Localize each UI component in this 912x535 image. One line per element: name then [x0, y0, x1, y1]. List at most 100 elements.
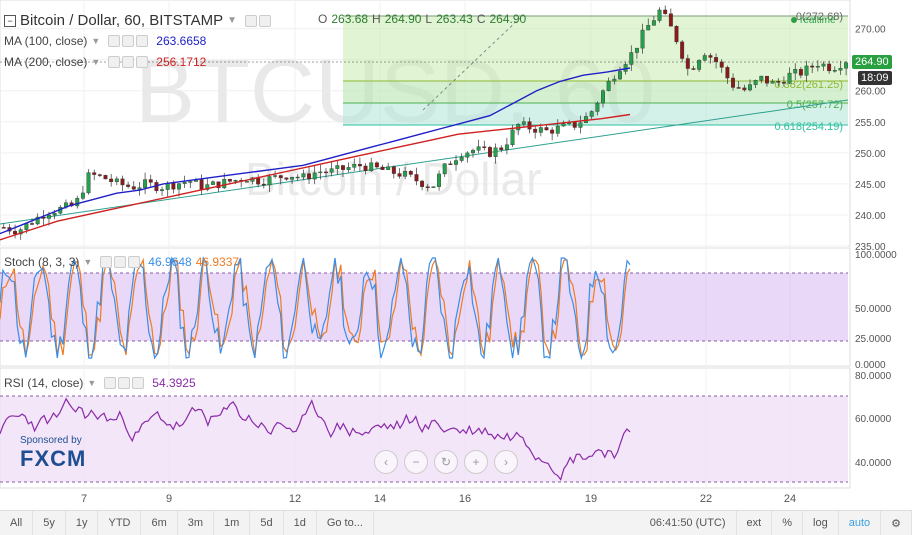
range-button-1y[interactable]: 1y	[66, 511, 99, 535]
sponsor-brand: FXCM	[20, 446, 87, 471]
ma100-label: MA (100, close)	[4, 34, 88, 48]
candle-body	[787, 72, 792, 84]
stoch-close-icon[interactable]	[128, 256, 141, 268]
candle-body	[357, 163, 362, 167]
candle-body	[844, 62, 849, 69]
settings-gear-icon[interactable]: ⚙	[881, 511, 912, 535]
time-tick: 16	[459, 493, 471, 505]
ma200-close-icon[interactable]	[136, 56, 149, 68]
candle-body	[380, 166, 385, 170]
candle-body	[35, 216, 40, 225]
reset-icon[interactable]: ↻	[434, 450, 458, 474]
ma200-chevron-icon[interactable]: ▼	[91, 57, 101, 67]
candle-body	[256, 177, 261, 185]
time-axis[interactable]: 7 9 12 14 16 19 22 24	[81, 493, 796, 505]
collapse-icon[interactable]: −	[4, 14, 16, 27]
candle-body	[126, 184, 131, 187]
candle-body	[781, 82, 786, 84]
stoch-tick: 25.0000	[855, 334, 892, 345]
log-button[interactable]: log	[803, 511, 839, 535]
ma200-label: MA (200, close)	[4, 55, 88, 69]
candle-body	[770, 81, 775, 84]
rsi-chevron-icon[interactable]: ▼	[87, 378, 97, 388]
candle-body	[301, 173, 306, 178]
range-button-1d[interactable]: 1d	[284, 511, 317, 535]
candle-body	[810, 65, 815, 68]
scroll-left-icon[interactable]: ‹	[374, 450, 398, 474]
candle-body	[103, 175, 108, 180]
candle-body	[793, 69, 798, 74]
candle-body	[227, 179, 232, 182]
range-button-ytd[interactable]: YTD	[98, 511, 142, 535]
candle-body	[538, 127, 543, 133]
rsi-settings-icon[interactable]	[104, 377, 117, 389]
stoch-hide-icon[interactable]	[114, 256, 127, 268]
fib-zone-382	[343, 81, 848, 103]
candle-body	[171, 182, 176, 190]
auto-button[interactable]: auto	[839, 511, 882, 535]
clock: 06:41:50 (UTC)	[640, 511, 737, 535]
ma200-settings-icon[interactable]	[108, 56, 121, 68]
stoch-label: Stoch (8, 3, 3)	[4, 255, 80, 269]
rsi-close-icon[interactable]	[132, 377, 145, 389]
ma200-hide-icon[interactable]	[122, 56, 135, 68]
rsi-value: 54.3925	[152, 376, 196, 390]
candle-body	[606, 80, 611, 91]
candle-body	[465, 152, 470, 158]
zoom-in-icon[interactable]: +	[464, 450, 488, 474]
scroll-right-icon[interactable]: ›	[494, 450, 518, 474]
range-button-5d[interactable]: 5d	[250, 511, 284, 535]
candle-body	[759, 75, 764, 81]
rsi-hide-icon[interactable]	[118, 377, 131, 389]
ma100-close-icon[interactable]	[136, 35, 149, 47]
candle-body	[527, 121, 532, 130]
candle-body	[510, 129, 515, 145]
stoch-settings-icon[interactable]	[100, 256, 113, 268]
candle-body	[442, 163, 447, 175]
ma100-settings-icon[interactable]	[108, 35, 121, 47]
candle-body	[748, 84, 752, 91]
hide-icon[interactable]	[259, 14, 272, 27]
chart-nav-buttons[interactable]: ‹ − ↻ + ›	[374, 450, 518, 474]
sponsor-logo[interactable]: Sponsored by FXCM	[20, 435, 86, 472]
candle-body	[838, 67, 843, 71]
time-tick: 7	[81, 493, 87, 505]
candle-body	[324, 171, 328, 174]
stoch-chevron-icon[interactable]: ▼	[83, 257, 93, 267]
candle-body	[521, 121, 526, 125]
realtime-dot	[791, 17, 797, 23]
candle-body	[708, 55, 713, 58]
candle-body	[691, 68, 696, 70]
range-button-all[interactable]: All	[0, 511, 34, 535]
range-button-1m[interactable]: 1m	[214, 511, 251, 535]
candle-body	[827, 63, 832, 72]
candle-body	[561, 123, 566, 127]
range-button-3m[interactable]: 3m	[178, 511, 215, 535]
candle-body	[199, 179, 204, 190]
symbol-legend[interactable]: − Bitcoin / Dollar, 60, BITSTAMP ▼	[4, 12, 275, 29]
realtime-label: realtime	[800, 15, 836, 26]
range-button-5y[interactable]: 5y	[33, 511, 66, 535]
range-button-6m[interactable]: 6m	[141, 511, 178, 535]
candle-body	[459, 157, 464, 161]
ma200-legend[interactable]: MA (200, close) ▼ 256.1712	[4, 55, 206, 69]
stoch-legend[interactable]: Stoch (8, 3, 3) ▼ 46.9648 46.9337	[4, 255, 239, 269]
chart-canvas[interactable]: BTCUSD, 60 Bitcoin / Dollar 0(272.68) 0.…	[0, 0, 912, 510]
ext-button[interactable]: ext	[737, 511, 773, 535]
candle-body	[408, 171, 413, 175]
ma100-legend[interactable]: MA (100, close) ▼ 263.6658	[4, 34, 206, 48]
ma100-chevron-icon[interactable]: ▼	[91, 36, 101, 46]
candle-body	[233, 179, 238, 182]
percent-button[interactable]: %	[772, 511, 804, 535]
rsi-legend[interactable]: RSI (14, close) ▼ 54.3925	[4, 376, 196, 390]
dropdown-chevron-icon[interactable]: ▼	[227, 15, 238, 26]
price-tick: 270.00	[855, 25, 886, 36]
zoom-out-icon[interactable]: −	[404, 450, 428, 474]
countdown-box: 18:09	[858, 71, 892, 85]
candle-body	[374, 162, 379, 168]
range-button-goto[interactable]: Go to...	[317, 511, 374, 535]
ohlc-o-label: O	[318, 12, 328, 26]
legend-buttons[interactable]	[245, 14, 272, 27]
ma100-hide-icon[interactable]	[122, 35, 135, 47]
settings-icon[interactable]	[245, 14, 258, 27]
